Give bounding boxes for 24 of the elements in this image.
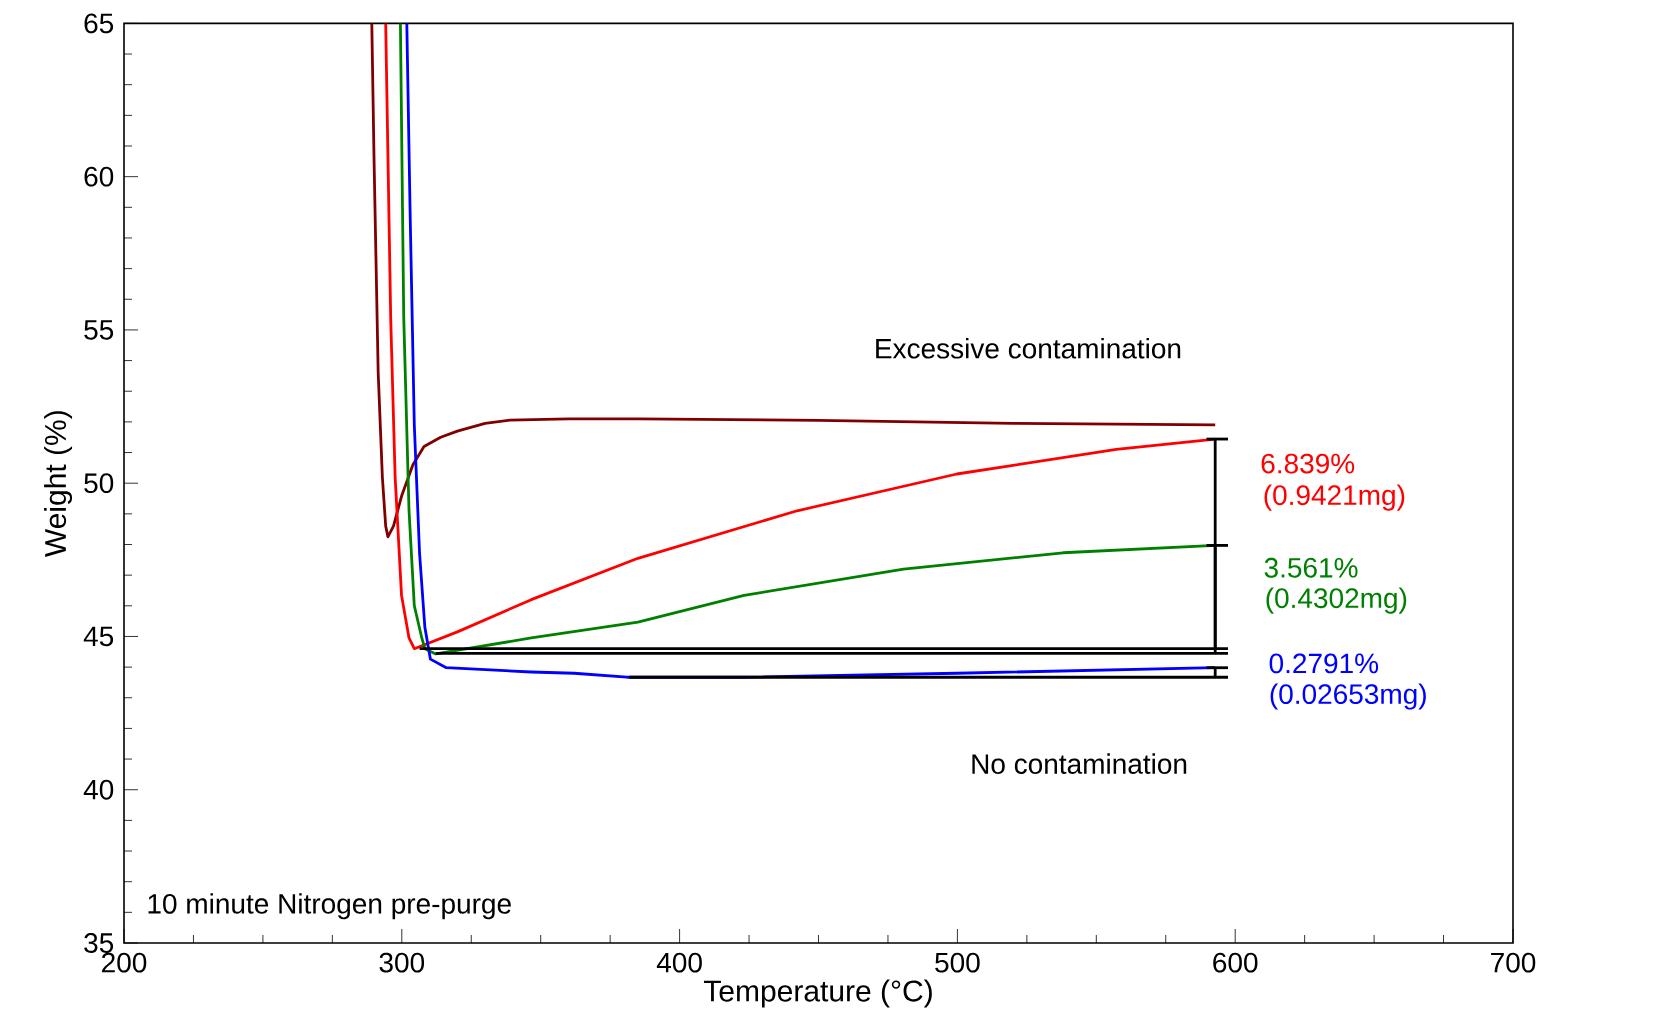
y-tick-label: 40 — [83, 779, 114, 800]
x-tick-label: 500 — [935, 952, 980, 973]
annotation: 10 minute Nitrogen pre-purge — [148, 893, 511, 920]
annotation: 0.2791% — [1269, 653, 1379, 674]
annotation: (0.9421mg) — [1264, 484, 1405, 511]
y-tick-label: 60 — [84, 166, 114, 187]
annotation: 6.839% — [1261, 453, 1355, 474]
x-tick-label: 300 — [379, 952, 425, 973]
annotation: Excessive contamination — [876, 338, 1181, 359]
x-tick-label: 200 — [102, 952, 147, 973]
x-axis-title: Temperature (°C) — [703, 979, 932, 1008]
y-tick-label: 50 — [84, 473, 114, 494]
annotation: No contamination — [972, 753, 1187, 774]
x-tick-label: 600 — [1213, 952, 1258, 973]
y-tick-label: 35 — [84, 933, 114, 953]
annotation: (0.02653mg) — [1270, 683, 1426, 710]
y-axis-title: Weight (%) — [44, 411, 73, 557]
y-tick-label: 55 — [84, 320, 114, 340]
x-tick-label: 700 — [1491, 952, 1536, 973]
annotation: 3.561% — [1264, 557, 1358, 578]
y-tick-label: 65 — [84, 13, 114, 34]
annotation: (0.4302mg) — [1266, 587, 1407, 614]
y-tick-label: 45 — [83, 626, 114, 647]
x-tick-label: 400 — [656, 952, 702, 973]
